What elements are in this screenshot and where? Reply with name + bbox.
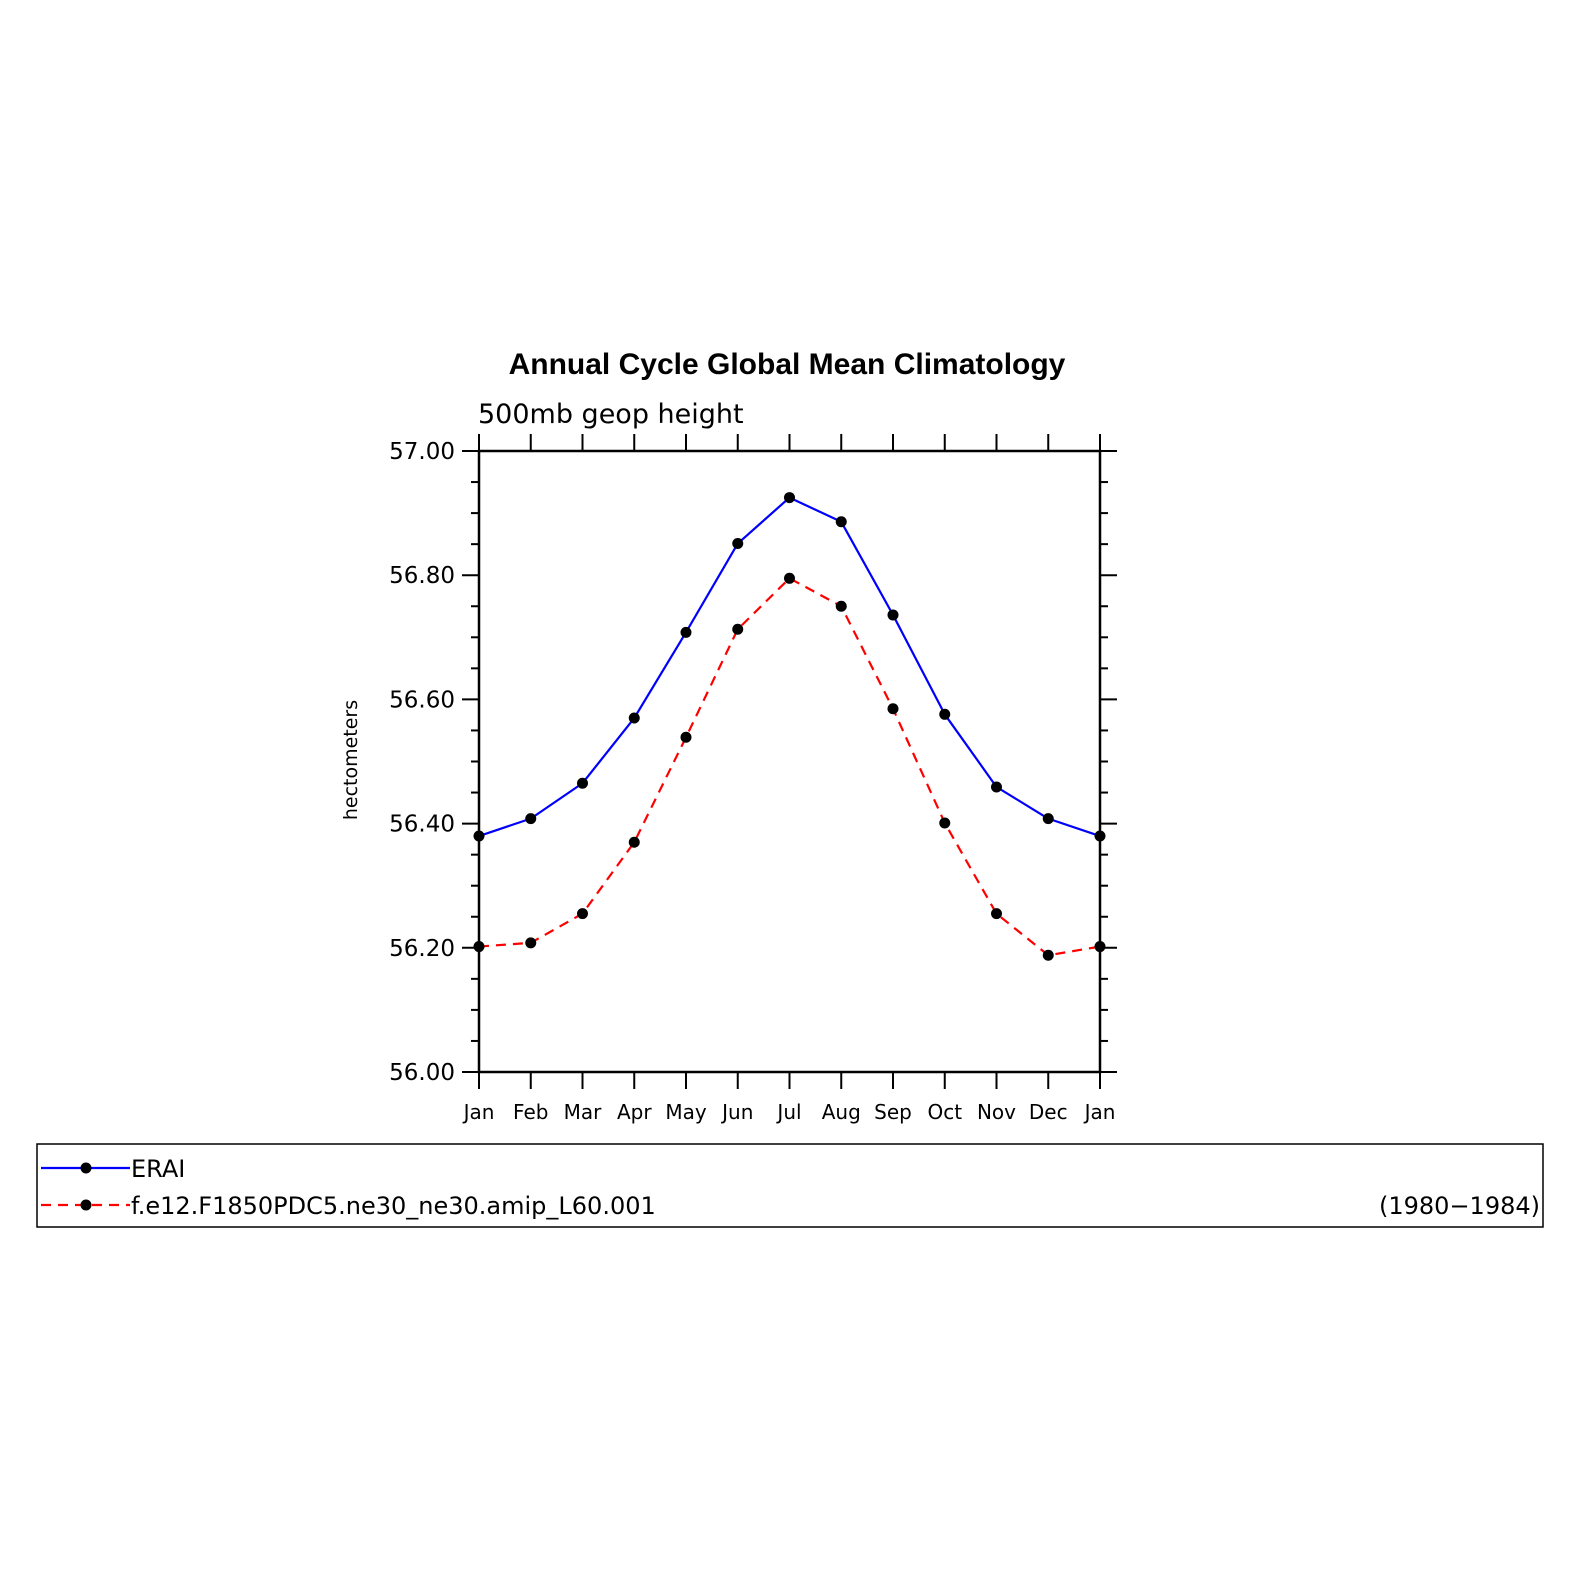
x-tick-labels: Jan Feb Mar Apr May Jun Jul Aug Sep Oct Nov Dec Jan [462,1100,1116,1124]
x-tick-label: Feb [513,1100,548,1124]
y-axis-label: hectometers [340,700,362,820]
data-point-model [473,941,485,953]
data-point-erai [525,813,537,825]
x-tick-label: Dec [1029,1100,1068,1124]
data-point-erai [784,492,795,504]
x-tick-label: Jan [462,1100,495,1124]
chart-subtitle: 500mb geop height [478,399,744,430]
data-point-erai [991,781,1002,793]
legend-box [36,1143,1544,1228]
data-point-erai [887,609,899,621]
y-tick-labels: 56.00 56.20 56.40 56.60 56.80 57.00 [389,439,455,1086]
data-point-erai [732,538,744,550]
x-tick-label: Jan [1083,1100,1116,1124]
data-point-model [732,623,744,635]
y-tick-label: 56.40 [389,812,455,838]
legend-period-note: (1980−1984) [1379,1192,1540,1220]
data-point-erai [1042,813,1054,825]
x-tick-label: Sep [874,1100,912,1124]
data-point-model [991,908,1002,920]
data-point-erai [680,626,692,638]
series-line-erai [478,496,1101,838]
data-point-erai [939,708,951,720]
x-tick-label: Mar [564,1100,603,1124]
data-point-model [835,600,847,612]
x-tick-label: Oct [927,1100,962,1124]
legend-item-model: f.e12.F1850PDC5.ne30_ne30.amip_L60.001 [41,1192,656,1220]
data-point-model [525,937,537,949]
legend-item-erai: ERAI [41,1155,185,1183]
y-tick-label: 56.00 [389,1060,455,1086]
x-tick-label: May [665,1100,707,1124]
y-tick-label: 56.60 [389,687,455,713]
plot-frame [477,449,1102,1074]
data-point-model [628,836,640,848]
data-point-erai [577,777,588,789]
data-point-model [1042,949,1054,961]
chart-title: Annual Cycle Global Mean Climatology [509,348,1066,381]
x-tick-label: Jul [775,1100,801,1124]
axis-ticks [462,434,1117,1089]
data-point-model [680,731,692,743]
series-line-model [478,577,1101,957]
legend-label-model: f.e12.F1850PDC5.ne30_ne30.amip_L60.001 [131,1192,656,1220]
data-point-model [784,572,795,584]
x-tick-label: Nov [977,1100,1016,1124]
x-tick-label: Aug [822,1100,861,1124]
data-point-erai [473,830,485,842]
data-point-model [939,817,951,829]
x-tick-label: Apr [617,1100,652,1124]
data-point-erai [628,712,640,724]
y-tick-label: 56.80 [389,563,455,589]
y-tick-label: 56.20 [389,936,455,962]
data-point-model [1094,941,1106,953]
legend-marker-erai [80,1162,92,1174]
x-tick-label: Jun [720,1100,753,1124]
legend-marker-model [80,1199,92,1211]
series-group [473,492,1106,961]
data-point-model [887,703,899,715]
y-tick-label: 57.00 [389,439,455,465]
data-point-erai [1094,830,1106,842]
data-point-model [577,908,588,920]
legend-label-erai: ERAI [131,1155,185,1183]
data-point-erai [835,516,847,528]
